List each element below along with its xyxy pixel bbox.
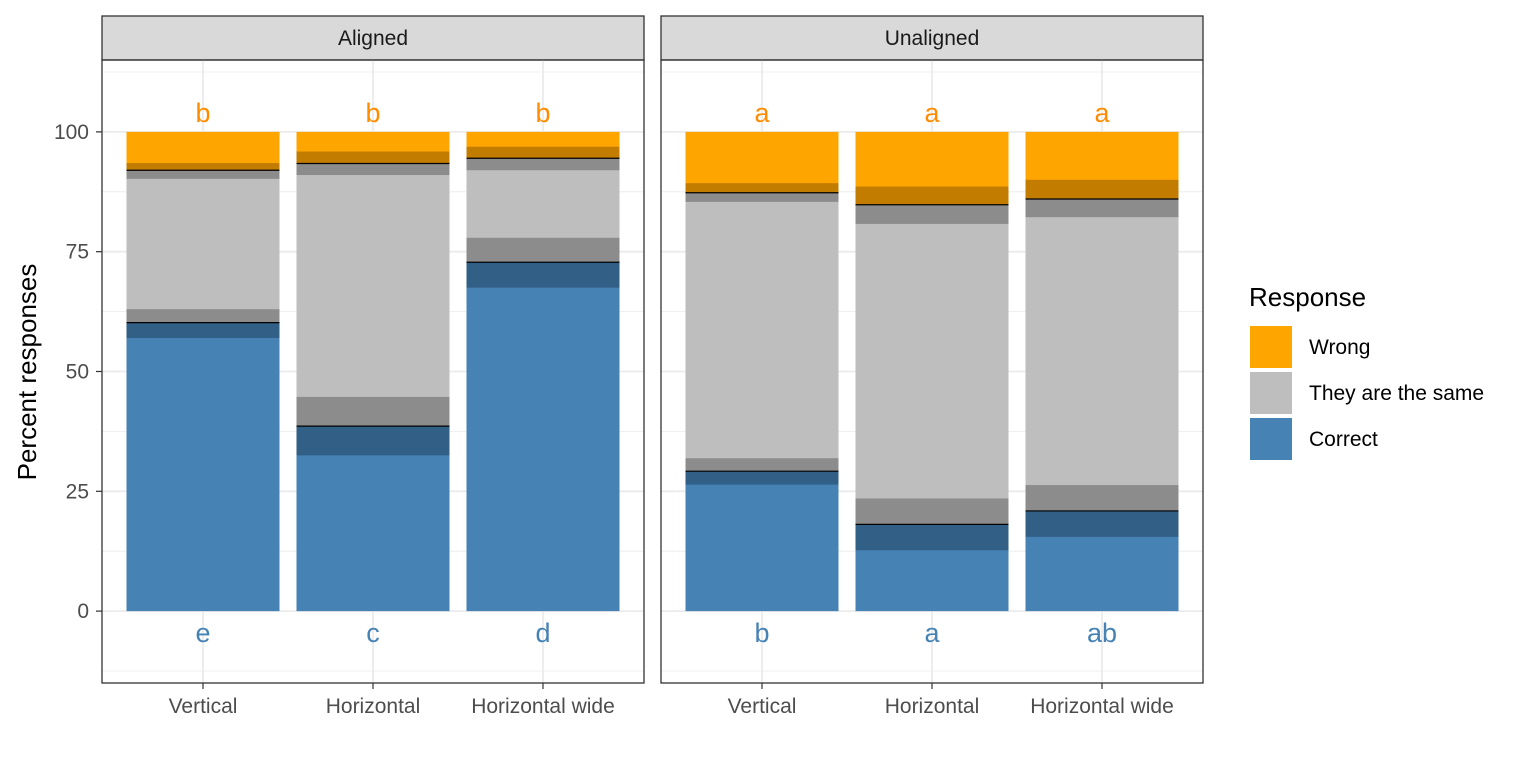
band-correct [126, 322, 280, 338]
band-same-upper [1025, 179, 1179, 199]
band-correct-upper [296, 396, 450, 427]
bar-vertical: a b Vertical [685, 98, 839, 718]
legend-items: Wrong They are the same Correct [1250, 326, 1484, 460]
bottom-letter: a [924, 618, 940, 648]
segment-same [1025, 198, 1179, 511]
panel-border [660, 59, 1204, 684]
legend-item: Correct [1250, 418, 1378, 460]
bottom-letter: ab [1087, 618, 1117, 648]
top-letter: b [535, 98, 550, 128]
panel-strip-label: Unaligned [885, 27, 980, 50]
band-same-upper [685, 183, 839, 193]
band-same [126, 170, 280, 179]
y-tick-label: 75 [66, 241, 89, 264]
legend-label: They are the same [1309, 382, 1484, 405]
band-same-upper [466, 146, 620, 159]
panel-strip-label: Aligned [338, 27, 408, 50]
band-same-upper [296, 151, 450, 164]
top-letter: a [1094, 98, 1110, 128]
y-axis-title: Percent responses [12, 264, 42, 481]
segment-same [685, 192, 839, 472]
legend-label: Correct [1309, 428, 1378, 451]
top-letter: a [924, 98, 940, 128]
band-correct-upper [1025, 485, 1179, 511]
top-letter: b [365, 98, 380, 128]
segment-correct [685, 471, 839, 612]
segment-wrong [685, 131, 839, 193]
band-correct [685, 471, 839, 485]
panel-unaligned: UnalignedabVerticalaaHorizontalaabHorizo… [660, 15, 1204, 718]
legend-swatch [1250, 326, 1292, 368]
bar-horizontal-wide: b d Horizontal wide [466, 98, 620, 718]
segment-correct [466, 262, 620, 612]
band-same [1025, 198, 1179, 218]
band-correct [466, 262, 620, 288]
segment-same [296, 163, 450, 427]
bar-horizontal-wide: a ab Horizontal wide [1025, 98, 1179, 718]
band-correct-upper [126, 309, 280, 323]
segment-correct [126, 322, 280, 612]
x-tick-label: Horizontal [326, 695, 421, 718]
x-tick-label: Vertical [728, 695, 797, 718]
bar-horizontal: a a Horizontal [855, 98, 1009, 718]
band-same-upper [126, 163, 280, 171]
band-correct [1025, 510, 1179, 537]
panel-aligned: Aligned b e Vertical b c Horizontal b d Horizonta… [101, 15, 645, 718]
legend-title: Response [1249, 282, 1366, 312]
x-tick-label: Horizontal wide [1030, 695, 1174, 718]
legend-swatch [1250, 372, 1292, 414]
band-correct-upper [466, 237, 620, 263]
x-tick-label: Horizontal [885, 695, 980, 718]
x-tick-label: Horizontal wide [471, 695, 615, 718]
bottom-letter: c [366, 618, 380, 648]
bar-horizontal: b c Horizontal [296, 98, 450, 718]
panels: Aligned b e Vertical b c Horizontal b d Horizonta… [101, 15, 1204, 718]
band-correct [296, 426, 450, 456]
y-tick-label: 100 [54, 121, 89, 144]
band-same [685, 192, 839, 202]
bottom-letter: b [754, 618, 769, 648]
band-correct [855, 524, 1009, 551]
bar-vertical: b e Vertical [126, 98, 280, 718]
legend: Response Wrong They are the same Correct [1249, 282, 1484, 460]
band-same [466, 158, 620, 171]
legend-item: They are the same [1250, 372, 1484, 414]
x-tick-label: Vertical [169, 695, 238, 718]
panel-strip [660, 15, 1204, 61]
top-letter: b [195, 98, 210, 128]
y-tick-label: 25 [66, 480, 89, 503]
panel-strip [101, 15, 645, 61]
legend-label: Wrong [1309, 336, 1370, 359]
legend-swatch [1250, 418, 1292, 460]
y-tick-label: 0 [77, 600, 89, 623]
band-same [855, 204, 1009, 224]
band-same [296, 163, 450, 176]
bottom-letter: e [195, 618, 210, 648]
band-correct-upper [685, 458, 839, 472]
segment-same [126, 170, 280, 323]
segment-same [855, 204, 1009, 525]
segment-correct [296, 426, 450, 612]
legend-item: Wrong [1250, 326, 1370, 368]
band-same-upper [855, 186, 1009, 205]
bottom-letter: d [535, 618, 550, 648]
y-tick-label: 50 [66, 361, 89, 384]
top-letter: a [754, 98, 770, 128]
y-axis: 0 25 50 75 100 [54, 121, 102, 623]
band-correct-upper [855, 498, 1009, 525]
